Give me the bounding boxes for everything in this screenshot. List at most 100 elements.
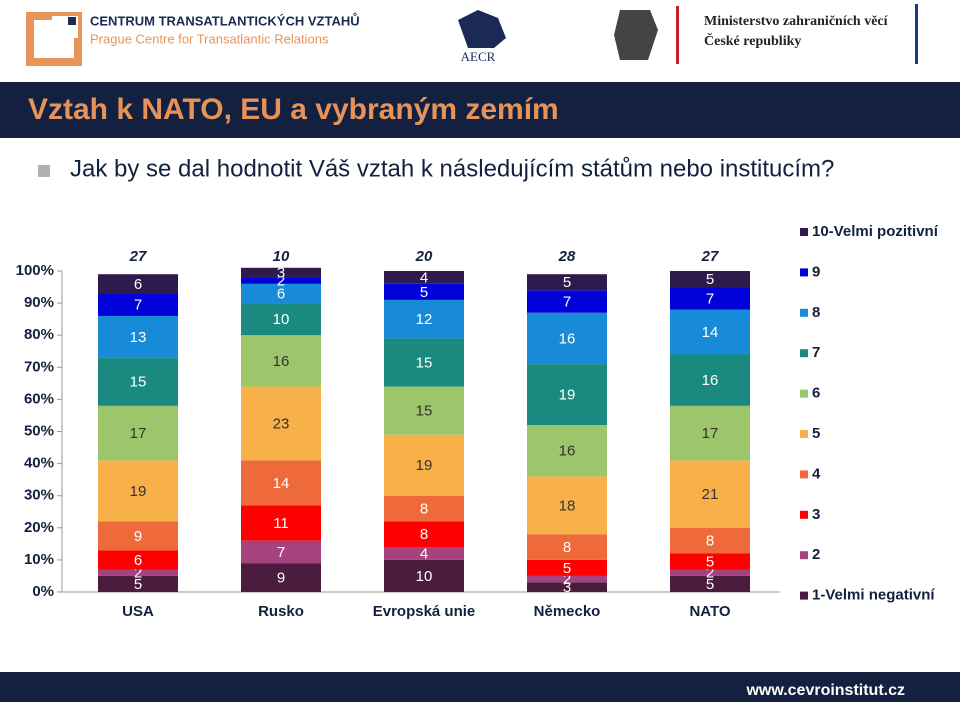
bar-segment bbox=[527, 290, 607, 313]
bar-segment bbox=[98, 569, 178, 576]
bar-segment bbox=[527, 582, 607, 592]
bar-segment bbox=[527, 364, 607, 426]
y-tick-label: 100% bbox=[16, 262, 54, 279]
x-tick-label: Rusko bbox=[258, 603, 304, 620]
data-label: 16 bbox=[273, 353, 290, 370]
bar-segment bbox=[384, 283, 464, 300]
logo-square bbox=[68, 17, 76, 25]
bar-segment bbox=[670, 553, 750, 570]
bar-segment bbox=[241, 505, 321, 541]
slide-title: Vztah k NATO, EU a vybraným zemím bbox=[28, 93, 559, 126]
data-label: 23 bbox=[273, 415, 290, 432]
legend-label: 2 bbox=[812, 546, 820, 563]
data-label: 4 bbox=[420, 269, 428, 286]
org1-line1: CENTRUM TRANSATLANTICKÝCH VZTAHŮ bbox=[90, 12, 360, 28]
data-label: 16 bbox=[559, 443, 576, 460]
data-label: 9 bbox=[277, 570, 285, 587]
bar-segment bbox=[98, 315, 178, 358]
data-label: 2 bbox=[706, 565, 714, 582]
y-tick-label: 20% bbox=[24, 519, 54, 536]
data-label: 19 bbox=[130, 483, 147, 500]
bar-segment bbox=[384, 495, 464, 522]
data-label: 11 bbox=[273, 515, 289, 532]
legend-label: 3 bbox=[812, 506, 820, 523]
legend-swatch bbox=[800, 308, 808, 317]
bar-segment bbox=[98, 293, 178, 316]
y-tick-label: 70% bbox=[24, 358, 54, 375]
bar-segment bbox=[241, 277, 321, 284]
bar-segment bbox=[241, 386, 321, 461]
bar-segment bbox=[98, 274, 178, 294]
legend-swatch bbox=[800, 228, 808, 236]
legend-swatch bbox=[800, 510, 808, 519]
legend-label: 1-Velmi negativní bbox=[812, 587, 935, 604]
bar-segment bbox=[670, 309, 750, 355]
data-label: 5 bbox=[134, 576, 142, 593]
org3-line2: České republiky bbox=[704, 32, 801, 49]
y-tick-label: 40% bbox=[24, 455, 54, 472]
bar-segment bbox=[384, 271, 464, 284]
bar-segment bbox=[384, 434, 464, 496]
data-label: 14 bbox=[273, 475, 290, 492]
data-label: 16 bbox=[559, 330, 576, 347]
data-label: 5 bbox=[563, 274, 571, 291]
data-label: 9 bbox=[134, 528, 142, 545]
x-tick-label: NATO bbox=[689, 603, 730, 620]
y-tick-label: 80% bbox=[24, 326, 54, 343]
data-label: 8 bbox=[420, 526, 428, 543]
footer: www.cevroinstitut.cz bbox=[745, 682, 905, 699]
legend-label: 5 bbox=[812, 425, 820, 442]
x-tick-label: USA bbox=[122, 603, 154, 620]
data-label: 2 bbox=[277, 273, 285, 290]
bar-segment bbox=[98, 460, 178, 522]
data-label: 14 bbox=[702, 324, 719, 341]
bar-segment bbox=[98, 550, 178, 570]
bar-segment bbox=[527, 559, 607, 576]
logo-lion bbox=[458, 10, 506, 48]
bar-segment bbox=[241, 563, 321, 592]
bar-segment bbox=[527, 425, 607, 477]
logo-emblem bbox=[614, 10, 658, 60]
data-label: 2 bbox=[134, 565, 142, 582]
y-tick-label: 30% bbox=[24, 487, 54, 504]
bar-segment bbox=[670, 575, 750, 592]
data-label: 4 bbox=[420, 545, 428, 562]
y-tick-label: 0% bbox=[32, 583, 54, 600]
data-label: 15 bbox=[416, 403, 433, 420]
bar-segment bbox=[98, 405, 178, 461]
legend-swatch bbox=[800, 470, 808, 479]
data-label: 5 bbox=[420, 284, 428, 301]
bar-segment bbox=[98, 357, 178, 406]
bar-segment bbox=[241, 335, 321, 387]
org3-line1: Ministerstvo zahraničních věcí bbox=[704, 14, 889, 29]
data-label: 16 bbox=[702, 372, 719, 389]
top-value: 27 bbox=[701, 248, 719, 265]
data-label: 19 bbox=[559, 387, 576, 404]
bar-segment bbox=[241, 460, 321, 506]
data-label: 7 bbox=[706, 290, 714, 307]
bar-segment bbox=[527, 575, 607, 583]
bar-segment bbox=[384, 299, 464, 339]
top-value: 27 bbox=[129, 248, 147, 265]
legend-label: 6 bbox=[812, 385, 820, 402]
data-label: 17 bbox=[130, 425, 147, 442]
bar-segment bbox=[670, 405, 750, 461]
legend-swatch bbox=[800, 268, 808, 277]
legend-swatch bbox=[800, 591, 808, 600]
data-label: 17 bbox=[702, 425, 719, 442]
y-tick-label: 10% bbox=[24, 551, 54, 568]
bar-segment bbox=[241, 303, 321, 336]
bar-segment bbox=[98, 521, 178, 551]
footer-bar bbox=[0, 672, 960, 702]
data-label: 21 bbox=[702, 486, 719, 503]
bar-segment bbox=[241, 267, 321, 278]
y-tick-label: 50% bbox=[24, 422, 54, 439]
data-label: 10 bbox=[273, 311, 290, 328]
bar-segment bbox=[384, 547, 464, 560]
bar-segment bbox=[527, 274, 607, 291]
x-tick-label: Evropská unie bbox=[373, 603, 476, 620]
bar-segment bbox=[384, 338, 464, 387]
legend-label: 10-Velmi pozitivní bbox=[812, 223, 939, 240]
y-tick-label: 90% bbox=[24, 294, 54, 311]
data-label: 5 bbox=[706, 576, 714, 593]
